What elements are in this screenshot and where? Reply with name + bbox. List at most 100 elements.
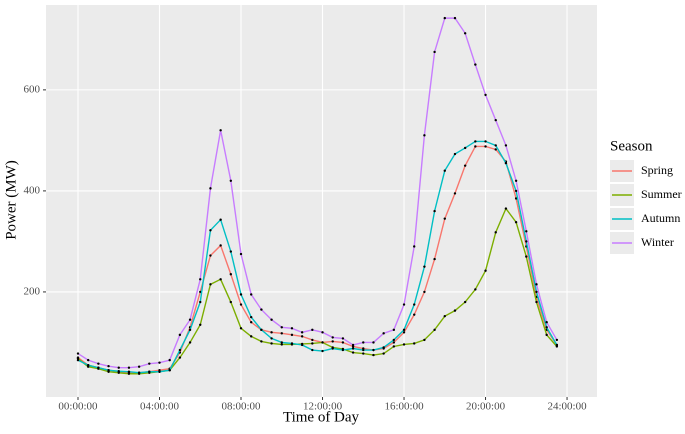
data-point bbox=[535, 300, 538, 304]
data-point bbox=[311, 328, 314, 332]
data-point bbox=[199, 300, 202, 304]
data-point bbox=[321, 331, 324, 334]
data-point bbox=[474, 145, 477, 148]
data-point bbox=[331, 340, 334, 343]
data-point bbox=[107, 364, 110, 368]
data-point bbox=[392, 341, 396, 344]
x-tick-label: 04:00:00 bbox=[140, 401, 180, 413]
data-point bbox=[382, 346, 385, 349]
data-point bbox=[484, 269, 487, 272]
y-tick-label: 600 bbox=[24, 83, 41, 95]
series-line bbox=[77, 145, 558, 374]
x-tick-label: 08:00:00 bbox=[221, 401, 261, 413]
data-point bbox=[300, 331, 304, 334]
data-point bbox=[382, 332, 385, 335]
data-point bbox=[249, 335, 253, 338]
data-point bbox=[86, 358, 90, 362]
data-point bbox=[433, 209, 436, 213]
data-point bbox=[260, 308, 263, 311]
data-point bbox=[402, 328, 406, 332]
data-point bbox=[127, 372, 131, 375]
data-point bbox=[219, 129, 222, 132]
data-point bbox=[351, 347, 355, 350]
data-point bbox=[239, 293, 243, 296]
data-point bbox=[504, 161, 508, 165]
data-point bbox=[270, 342, 273, 345]
data-point bbox=[280, 343, 283, 346]
data-point bbox=[199, 278, 202, 281]
data-point bbox=[423, 265, 426, 268]
data-point bbox=[158, 361, 161, 364]
data-point bbox=[514, 189, 518, 193]
data-point bbox=[463, 300, 467, 304]
data-point bbox=[382, 352, 385, 355]
x-axis-title: Time of Day bbox=[283, 409, 360, 425]
data-point bbox=[300, 335, 304, 338]
data-point bbox=[443, 314, 446, 318]
data-point bbox=[351, 351, 355, 354]
data-point bbox=[137, 371, 141, 374]
legend-label: Summer bbox=[641, 187, 682, 201]
data-point bbox=[290, 333, 294, 337]
data-point bbox=[423, 338, 426, 342]
data-point bbox=[545, 326, 548, 329]
data-point bbox=[402, 331, 406, 334]
data-point bbox=[290, 342, 294, 345]
y-tick-label: 400 bbox=[24, 184, 41, 196]
data-point bbox=[239, 252, 243, 256]
data-point bbox=[331, 336, 334, 339]
data-point bbox=[443, 169, 446, 172]
data-point bbox=[107, 369, 110, 372]
data-point bbox=[423, 290, 426, 294]
data-point bbox=[484, 145, 487, 148]
data-point bbox=[494, 144, 497, 147]
data-point bbox=[433, 50, 436, 54]
x-tick-label: 00:00:00 bbox=[58, 401, 98, 413]
data-point bbox=[229, 300, 233, 304]
data-point bbox=[392, 345, 396, 348]
data-point bbox=[514, 197, 518, 200]
data-point bbox=[127, 366, 131, 369]
data-point bbox=[474, 140, 477, 143]
data-point bbox=[300, 343, 304, 347]
data-point bbox=[219, 218, 222, 221]
data-point bbox=[188, 341, 192, 344]
data-point bbox=[199, 290, 202, 294]
data-point bbox=[341, 348, 345, 352]
data-point bbox=[127, 370, 131, 373]
data-point bbox=[158, 370, 161, 373]
data-point bbox=[270, 337, 273, 340]
data-point bbox=[443, 16, 446, 20]
data-point bbox=[504, 207, 508, 210]
data-point bbox=[117, 366, 120, 369]
data-point bbox=[249, 321, 253, 324]
x-tick-label: 12:00:00 bbox=[303, 401, 343, 413]
data-point bbox=[311, 338, 314, 342]
data-point bbox=[117, 370, 120, 373]
data-point bbox=[555, 338, 559, 342]
data-point bbox=[474, 63, 477, 66]
data-point bbox=[168, 369, 171, 372]
data-point bbox=[392, 328, 396, 332]
data-point bbox=[463, 146, 467, 150]
data-point bbox=[484, 140, 487, 143]
data-point bbox=[372, 348, 375, 352]
data-point bbox=[413, 245, 416, 248]
data-point bbox=[178, 333, 182, 337]
data-point bbox=[545, 321, 548, 324]
data-point bbox=[239, 303, 243, 306]
data-point bbox=[474, 288, 477, 291]
x-tick-label: 20:00:00 bbox=[466, 401, 506, 413]
data-point bbox=[280, 332, 283, 335]
data-point bbox=[463, 32, 467, 35]
y-axis-title: Power (MW) bbox=[3, 160, 19, 240]
data-point bbox=[362, 352, 365, 355]
data-point bbox=[525, 255, 528, 258]
data-point bbox=[188, 318, 192, 321]
data-point bbox=[311, 342, 314, 345]
data-point bbox=[280, 326, 283, 329]
data-point bbox=[392, 338, 396, 342]
data-point bbox=[351, 343, 355, 347]
data-point bbox=[168, 358, 171, 362]
